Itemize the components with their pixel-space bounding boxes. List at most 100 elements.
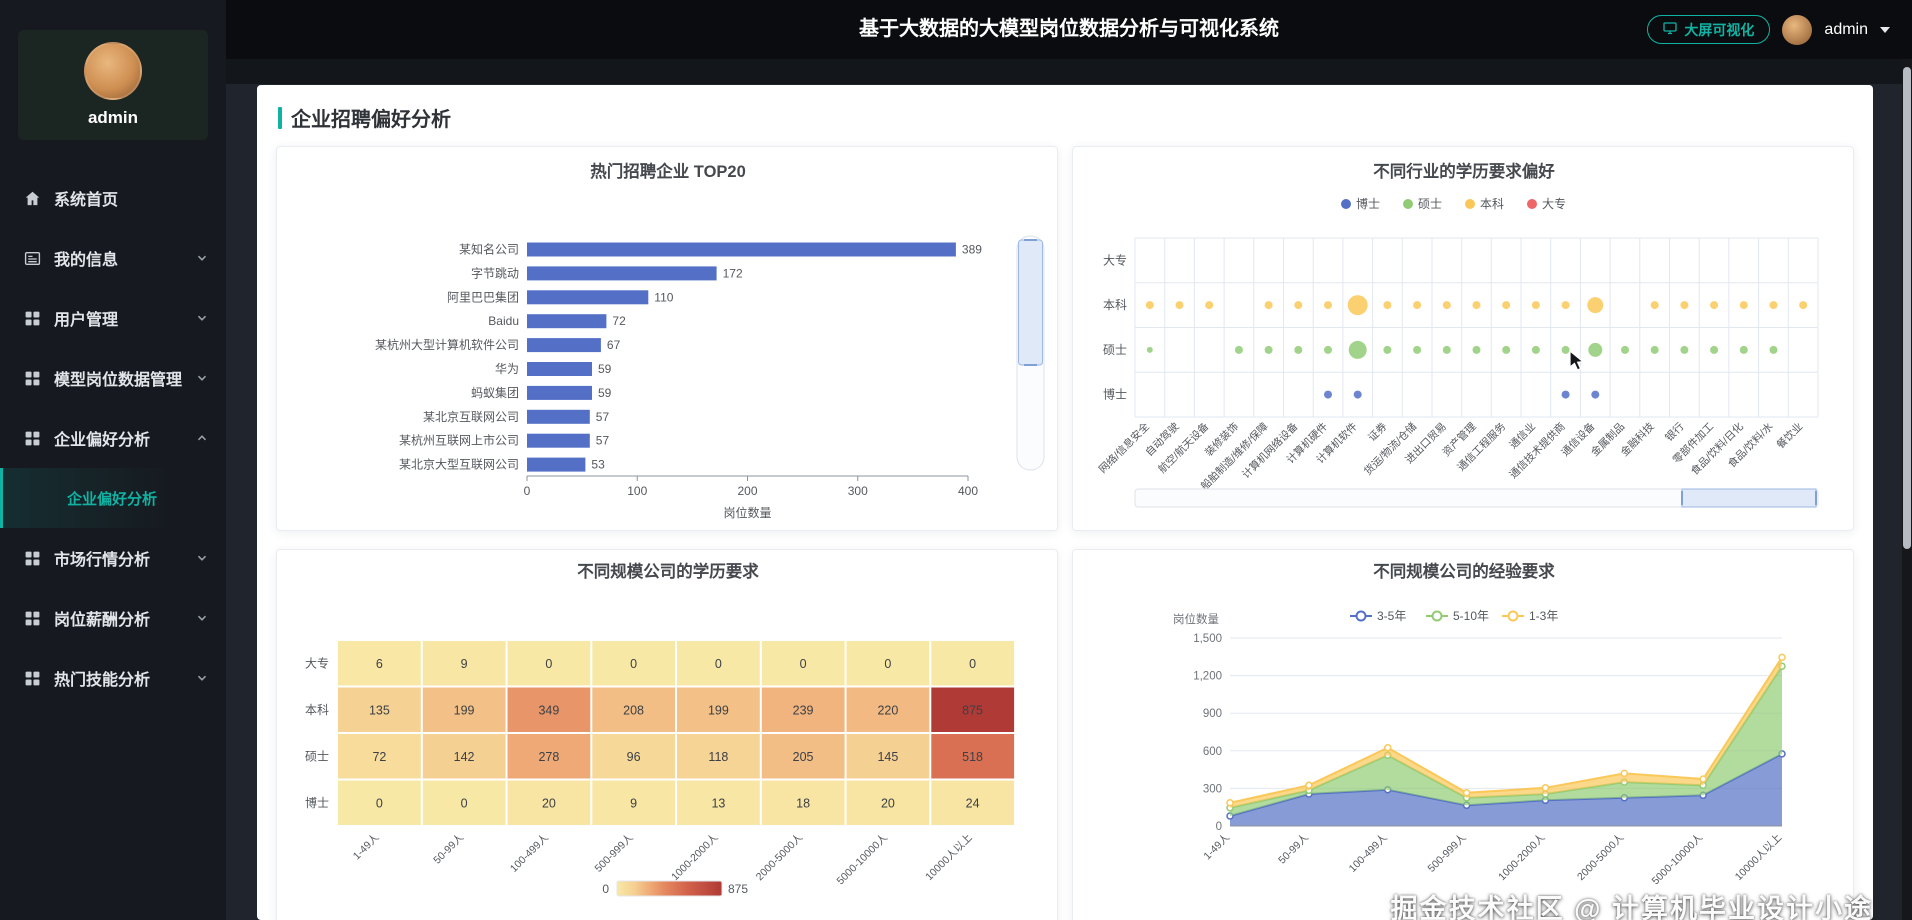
datazoom-slider-horizontal[interactable] [1134,488,1819,508]
svg-text:100: 100 [627,484,647,498]
svg-text:72: 72 [372,750,386,764]
legend-item-本科[interactable]: 本科 [1465,197,1504,211]
home-icon [24,190,42,207]
svg-text:0: 0 [800,657,807,671]
svg-text:208: 208 [623,703,644,717]
svg-text:0: 0 [461,796,468,810]
sidebar-item-salary[interactable]: 岗位薪酬分析 [0,588,226,648]
sidebar-subitem-enterprise-pref-analysis[interactable]: 企业偏好分析 [0,468,226,528]
watermark: 掘金技术社区 @ 计算机毕业设计小途 [1390,894,1873,920]
svg-text:本科: 本科 [1480,197,1504,211]
svg-text:1000-2000人: 1000-2000人 [669,831,721,883]
svg-text:199: 199 [454,703,475,717]
sidebar-item-label: 市场行情分析 [54,552,151,569]
chevron-down-icon [196,612,208,624]
svg-text:59: 59 [598,386,612,400]
svg-text:100-499人: 100-499人 [1347,831,1391,875]
svg-text:硕士: 硕士 [1418,197,1442,211]
svg-text:某杭州大型计算机软件公司: 某杭州大型计算机软件公司 [375,337,519,352]
header: 基于大数据的大模型岗位数据分析与可视化系统 大屏可视化 admin [226,0,1912,59]
legend-item-3-5年[interactable]: 3-5年 [1350,609,1406,623]
svg-text:205: 205 [793,750,814,764]
svg-text:20: 20 [881,796,895,810]
svg-text:57: 57 [596,410,610,424]
svg-text:0: 0 [524,484,531,498]
chart-card-industry-education: 不同行业的学历要求偏好 博士 硕士 本科 大专 大专 本科 硕士 博士 网络/信息安全 自动驾驶 航空… [1072,146,1854,531]
scrollbar-thumb[interactable] [1903,67,1911,549]
caret-down-icon[interactable] [1880,26,1890,33]
svg-text:某知名公司: 某知名公司 [459,242,519,257]
sidebar-item-label: 用户管理 [54,312,119,329]
svg-text:某北京大型互联网公司: 某北京大型互联网公司 [399,458,519,472]
svg-text:大专: 大专 [1103,252,1127,267]
grid-icon [24,430,42,447]
svg-text:100-499人: 100-499人 [508,831,552,875]
user-profile-card: admin [18,30,208,140]
svg-text:0: 0 [715,657,722,671]
app-title: 基于大数据的大模型岗位数据分析与可视化系统 [859,18,1279,40]
sidebar-menu: 系统首页我的信息用户管理模型岗位数据管理企业偏好分析 企业偏好分析市场行情分析岗位… [0,168,226,708]
sidebar-username: admin [87,108,139,127]
header-username[interactable]: admin [1824,20,1868,38]
svg-text:518: 518 [962,750,983,764]
big-screen-label: 大屏可视化 [1684,21,1755,38]
svg-text:9: 9 [461,657,468,671]
svg-text:蚂蚁集团: 蚂蚁集团 [471,385,519,400]
visualmap-bar[interactable]: 0 875 [602,880,748,897]
sidebar-item-label: 模型岗位数据管理 [54,372,183,389]
sidebar-item-user-mgmt[interactable]: 用户管理 [0,288,226,348]
svg-text:不同行业的学历要求偏好: 不同行业的学历要求偏好 [1373,161,1555,181]
svg-text:博士: 博士 [1356,196,1380,211]
big-screen-button[interactable]: 大屏可视化 [1647,15,1771,44]
svg-text:24: 24 [966,796,980,810]
svg-text:6: 6 [376,657,383,671]
svg-text:华为: 华为 [495,362,519,376]
legend-item-1-3年[interactable]: 1-3年 [1502,609,1558,623]
svg-text:875: 875 [962,703,983,717]
svg-text:96: 96 [627,750,641,764]
sidebar-item-model-data[interactable]: 模型岗位数据管理 [0,348,226,408]
svg-text:某北京互联网公司: 某北京互联网公司 [423,410,519,424]
legend-item-5-10年[interactable]: 5-10年 [1426,609,1489,623]
sidebar-item-my-info[interactable]: 我的信息 [0,228,226,288]
svg-text:银行: 银行 [1662,420,1686,444]
user-avatar[interactable] [84,42,142,100]
sidebar-item-skills[interactable]: 热门技能分析 [0,648,226,708]
size-experience-area-chart[interactable]: 不同规模公司的经验要求 3-5年 5-10年 1-3年 岗位数量 0 300 600 900 1,… [1073,550,1853,920]
svg-text:67: 67 [607,338,621,352]
section-title-text: 企业招聘偏好分析 [291,109,451,131]
svg-text:18: 18 [796,796,810,810]
sidebar-item-market[interactable]: 市场行情分析 [0,528,226,588]
legend-item-大专[interactable]: 大专 [1527,196,1566,211]
svg-text:0: 0 [969,657,976,671]
svg-text:500-999人: 500-999人 [593,831,637,875]
svg-text:53: 53 [591,458,605,472]
legend-item-硕士[interactable]: 硕士 [1403,197,1442,211]
svg-text:145: 145 [877,750,898,764]
top-companies-bar-chart[interactable]: 热门招聘企业 TOP20 某知名公司 389 字节跳动 172 阿里巴巴集团 110 Baid… [277,147,1057,530]
svg-text:900: 900 [1203,708,1222,720]
svg-text:172: 172 [723,266,743,280]
page-scrollbar[interactable] [1902,59,1912,920]
legend-item-博士[interactable]: 博士 [1341,196,1380,211]
title-accent-bar [278,106,282,129]
svg-text:199: 199 [708,703,729,717]
svg-text:5-10年: 5-10年 [1453,609,1489,623]
size-education-heatmap-chart[interactable]: 不同规模公司的学历要求 6 9 0 0 0 0 0 0 135 199 349 208 199 239 220… [277,550,1057,920]
svg-text:硕士: 硕士 [1103,343,1127,357]
svg-text:135: 135 [369,703,390,717]
datazoom-slider-vertical[interactable] [1016,235,1045,471]
sidebar-item-home[interactable]: 系统首页 [0,168,226,228]
sidebar-item-label: 我的信息 [54,252,119,269]
chevron-down-icon [196,672,208,684]
svg-text:20: 20 [542,796,556,810]
section-title: 企业招聘偏好分析 [278,103,451,132]
svg-text:阿里巴巴集团: 阿里巴巴集团 [447,289,519,304]
svg-text:349: 349 [538,703,559,717]
svg-text:9: 9 [630,796,637,810]
sidebar-item-enterprise-pref[interactable]: 企业偏好分析 [0,408,226,468]
chart-card-size-education: 不同规模公司的学历要求 6 9 0 0 0 0 0 0 135 199 349 208 199 239 220… [276,549,1058,920]
header-avatar[interactable] [1782,14,1813,45]
